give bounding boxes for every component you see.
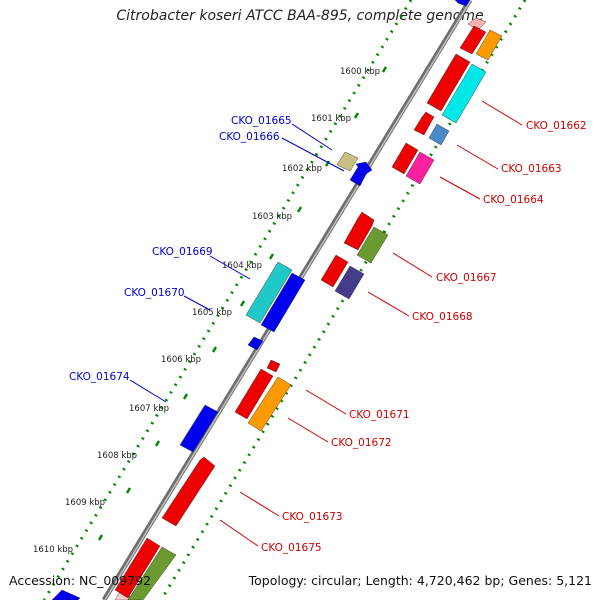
gene-bottom-blue[interactable] <box>51 589 81 600</box>
gene-cko-01671[interactable] <box>234 368 274 420</box>
tick-labels: 1600 kbp 1601 kbp 1602 kbp 1603 kbp 1604… <box>33 67 380 555</box>
gene-cko-01665[interactable] <box>336 151 359 172</box>
leader-cko-01667 <box>392 252 433 278</box>
gene-cko-01670[interactable] <box>260 272 306 333</box>
tick-label: 1602 kbp <box>282 164 322 174</box>
outer-dotted-track <box>42 0 413 600</box>
leader-cko-01662 <box>481 100 523 126</box>
label-cko-01670[interactable]: CKO_01670 <box>124 287 185 299</box>
label-cko-01672[interactable]: CKO_01672 <box>331 437 392 449</box>
label-cko-01665[interactable]: CKO_01665 <box>231 115 292 127</box>
label-cko-01663[interactable]: CKO_01663 <box>501 163 562 175</box>
leader-cko-01672 <box>287 417 329 443</box>
label-cko-01675[interactable]: CKO_01675 <box>261 542 322 554</box>
tick-label: 1600 kbp <box>340 67 380 77</box>
gene-cko-01664[interactable] <box>405 151 435 185</box>
tick-label: 1607 kbp <box>129 404 169 414</box>
leader-cko-01673 <box>239 491 280 517</box>
gene-labels: CKO_01665 CKO_01666 CKO_01669 CKO_01670 … <box>69 115 587 554</box>
gene-cko-01668[interactable] <box>334 265 365 300</box>
tick-label: 1610 kbp <box>33 545 73 555</box>
gene-cko-01669[interactable] <box>245 261 293 324</box>
leader-cko-01664 <box>439 176 481 200</box>
tick-label: 1604 kbp <box>222 261 262 271</box>
leader-cko-01671 <box>305 389 347 415</box>
leader-cko-01665 <box>291 123 333 151</box>
tick-label: 1609 kbp <box>65 498 105 508</box>
gene-cko-01666[interactable] <box>349 161 373 187</box>
tick-label: 1603 kbp <box>252 212 292 222</box>
gene-red-3[interactable] <box>320 254 349 288</box>
gene-cko-01672[interactable] <box>247 376 292 432</box>
label-cko-01666[interactable]: CKO_01666 <box>219 131 280 143</box>
gene-top-red[interactable] <box>459 25 487 55</box>
label-cko-01673[interactable]: CKO_01673 <box>282 511 343 523</box>
gene-red-small-2[interactable] <box>266 359 281 373</box>
leader-cko-01674 <box>129 379 167 403</box>
gene-cko-01663-red[interactable] <box>391 142 419 175</box>
tick-marks <box>97 66 388 541</box>
reverse-strand-genes <box>51 151 373 600</box>
label-cko-01667[interactable]: CKO_01667 <box>436 272 497 284</box>
leader-cko-01669 <box>209 255 251 280</box>
gene-cko-01674[interactable] <box>179 404 219 453</box>
gene-red-small[interactable] <box>413 111 435 136</box>
leader-cko-01675 <box>219 519 259 547</box>
label-cko-01671[interactable]: CKO_01671 <box>349 409 410 421</box>
gene-red-1[interactable] <box>426 53 471 112</box>
leader-cko-01670 <box>183 295 211 311</box>
tick-label: 1601 kbp <box>311 114 351 124</box>
leader-cko-01668 <box>367 291 410 317</box>
forward-strand-genes <box>114 0 503 600</box>
gene-top-blue[interactable] <box>454 0 471 7</box>
gene-cko-01667[interactable] <box>356 226 389 264</box>
gene-small-blue-1[interactable] <box>247 336 264 351</box>
tick-label: 1606 kbp <box>161 355 201 365</box>
tick-label: 1605 kbp <box>192 308 232 318</box>
gene-steel-blue[interactable] <box>428 123 450 146</box>
leader-cko-01663 <box>456 144 499 170</box>
summary-text: Topology: circular; Length: 4,720,462 bp… <box>248 573 592 588</box>
label-cko-01674[interactable]: CKO_01674 <box>69 371 130 383</box>
tick-label: 1608 kbp <box>97 451 137 461</box>
gene-top-orange[interactable] <box>475 29 503 61</box>
label-cko-01668[interactable]: CKO_01668 <box>412 311 473 323</box>
leader-lines <box>129 100 523 547</box>
leader-cko-01666 <box>281 137 345 172</box>
map-title: Citrobacter koseri ATCC BAA-895, complet… <box>116 8 484 24</box>
label-cko-01664[interactable]: CKO_01664 <box>483 194 544 206</box>
gene-red-2[interactable] <box>343 211 375 251</box>
gene-cko-01673[interactable] <box>161 456 216 527</box>
label-cko-01669[interactable]: CKO_01669 <box>152 246 213 258</box>
label-cko-01662[interactable]: CKO_01662 <box>526 120 587 132</box>
accession-text: Accession: NC_009792 <box>9 573 152 588</box>
gene-bottom-red[interactable] <box>114 537 161 599</box>
gene-bottom-olive[interactable] <box>127 546 177 600</box>
gene-cko-01662[interactable] <box>441 63 487 124</box>
gene-bottom-pink[interactable] <box>114 591 131 600</box>
